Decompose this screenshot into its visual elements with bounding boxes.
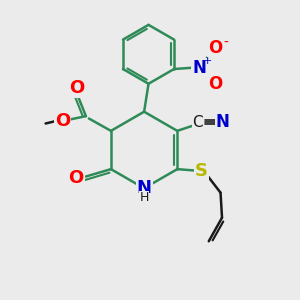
Text: H: H bbox=[140, 191, 149, 204]
Text: O: O bbox=[55, 112, 70, 130]
Text: -: - bbox=[223, 35, 228, 50]
Text: O: O bbox=[208, 39, 222, 57]
Text: C: C bbox=[193, 115, 203, 130]
Text: N: N bbox=[192, 58, 206, 76]
Text: N: N bbox=[216, 113, 230, 131]
Text: N: N bbox=[136, 179, 152, 197]
Text: O: O bbox=[70, 79, 85, 97]
Text: S: S bbox=[195, 162, 208, 180]
Text: +: + bbox=[202, 56, 212, 66]
Text: O: O bbox=[208, 75, 222, 93]
Text: O: O bbox=[69, 169, 84, 187]
